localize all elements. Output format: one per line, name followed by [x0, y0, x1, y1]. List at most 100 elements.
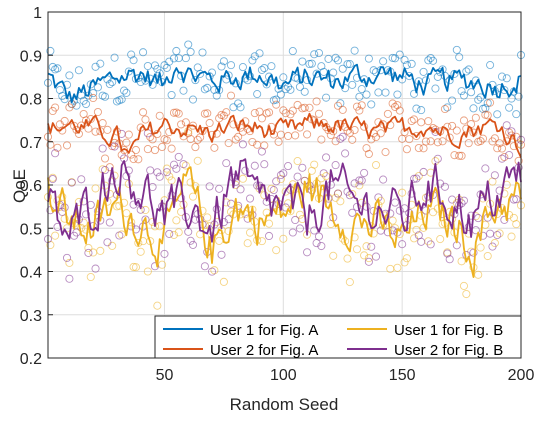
scatter-point	[131, 263, 140, 272]
scatter-point	[348, 80, 357, 89]
scatter-point	[343, 254, 352, 263]
scatter-point	[355, 176, 364, 185]
scatter-point	[84, 243, 93, 253]
scatter-points	[43, 40, 526, 310]
y-tick-label: 0.4	[20, 265, 42, 282]
scatter-point	[86, 272, 95, 282]
scatter-point	[452, 126, 461, 135]
scatter-point	[265, 108, 274, 117]
scatter-point	[436, 235, 445, 244]
scatter-point	[507, 232, 516, 241]
scatter-point	[51, 103, 60, 112]
scatter-point	[276, 171, 285, 180]
scatter-point	[471, 212, 480, 221]
scatter-point	[96, 59, 105, 68]
scatter-point	[62, 141, 72, 150]
scatter-point	[490, 171, 499, 180]
scatter-point	[345, 60, 354, 69]
x-tick-label: 50	[156, 367, 174, 384]
scatter-point	[402, 60, 411, 70]
scatter-point	[181, 54, 190, 63]
scatter-point	[355, 92, 364, 101]
scatter-point	[457, 151, 466, 160]
scatter-point	[96, 246, 105, 255]
scatter-point	[53, 143, 62, 152]
scatter-point	[367, 242, 376, 251]
scatter-point	[412, 174, 421, 183]
scatter-point	[229, 120, 238, 129]
scatter-point	[293, 74, 302, 83]
scatter-point	[348, 208, 357, 217]
scatter-point	[291, 131, 300, 140]
scatter-point	[345, 278, 354, 287]
scatter-point	[48, 62, 57, 72]
scatter-point	[507, 131, 516, 140]
scatter-point	[105, 163, 114, 172]
scatter-point	[457, 87, 466, 96]
scatter-point	[322, 93, 331, 102]
scatter-point	[226, 207, 236, 216]
scatter-point	[362, 90, 371, 99]
scatter-point	[448, 195, 457, 204]
scatter-point	[193, 135, 202, 144]
scatter-point	[417, 237, 426, 246]
scatter-point	[464, 139, 473, 148]
scatter-point	[357, 176, 366, 185]
scatter-point	[222, 159, 231, 168]
scatter-point	[469, 104, 478, 113]
scatter-point	[241, 166, 250, 175]
scatter-point	[222, 108, 231, 117]
scatter-point	[398, 240, 407, 249]
scatter-point	[253, 90, 262, 99]
scatter-point	[272, 95, 281, 104]
scatter-point	[295, 210, 304, 219]
y-tick-label: 0.7	[20, 135, 42, 152]
scatter-point	[248, 56, 257, 65]
scatter-point	[158, 142, 167, 151]
scatter-point	[184, 40, 193, 49]
scatter-point	[360, 168, 369, 177]
scatter-point	[467, 211, 476, 220]
scatter-point	[272, 100, 281, 109]
scatter-point	[407, 189, 416, 198]
scatter-point	[455, 151, 464, 160]
scatter-point	[386, 209, 395, 218]
scatter-point	[245, 228, 255, 237]
scatter-point	[136, 247, 145, 256]
scatter-point	[198, 48, 207, 57]
scatter-point	[381, 148, 390, 157]
scatter-point	[86, 80, 95, 89]
scatter-point	[122, 88, 131, 97]
scatter-point	[295, 224, 304, 233]
scatter-point	[409, 174, 419, 183]
scatter-point	[234, 99, 243, 108]
scatter-point	[291, 215, 300, 225]
scatter-point	[512, 110, 521, 119]
scatter-point	[495, 139, 504, 148]
scatter-point	[279, 73, 288, 82]
scatter-point	[371, 252, 381, 261]
scatter-point	[51, 231, 60, 240]
scatter-point	[478, 134, 488, 143]
scatter-point	[402, 145, 411, 154]
scatter-point	[462, 67, 471, 76]
scatter-point	[314, 232, 324, 241]
scatter-point	[129, 262, 138, 271]
scatter-point	[426, 240, 435, 249]
scatter-point	[314, 109, 324, 118]
scatter-point	[77, 175, 86, 184]
scatter-point	[505, 150, 514, 160]
scatter-point	[360, 251, 369, 260]
scatter-point	[488, 242, 497, 251]
scatter-point	[497, 154, 507, 163]
scatter-point	[55, 85, 64, 95]
scatter-point	[455, 53, 464, 62]
scatter-point	[433, 138, 442, 147]
scatter-point	[421, 206, 430, 215]
scatter-point	[169, 108, 179, 117]
scatter-point	[333, 56, 343, 65]
scatter-point	[364, 54, 373, 63]
scatter-point	[476, 243, 485, 252]
scatter-point	[383, 109, 392, 118]
scatter-point	[272, 246, 281, 255]
